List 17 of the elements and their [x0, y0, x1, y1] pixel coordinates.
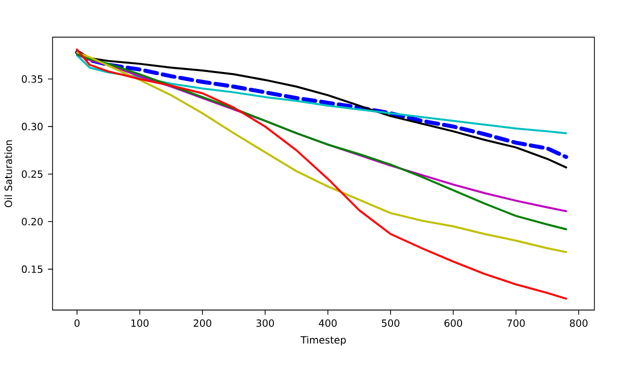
x-tick-label: 200 [194, 319, 212, 327]
y-axis-title: Oil Saturation [4, 140, 12, 208]
y-tick-label: 0.20 [22, 218, 43, 226]
y-tick-label: 0.15 [22, 265, 42, 273]
x-tick-label: 800 [570, 319, 588, 327]
x-tick-label: 0 [74, 319, 80, 327]
x-axis-title: Timestep [300, 336, 346, 346]
x-tick-label: 100 [131, 319, 149, 327]
y-tick-label: 0.25 [22, 170, 42, 178]
x-tick-label: 600 [444, 319, 462, 327]
x-tick-label: 500 [382, 319, 400, 327]
y-tick-label: 0.35 [22, 75, 42, 83]
x-tick-label: 700 [507, 319, 525, 327]
x-tick-label: 300 [256, 319, 274, 327]
x-tick-label: 400 [318, 319, 337, 327]
line-series [76, 48, 568, 300]
y-tick-label: 0.30 [22, 122, 43, 130]
